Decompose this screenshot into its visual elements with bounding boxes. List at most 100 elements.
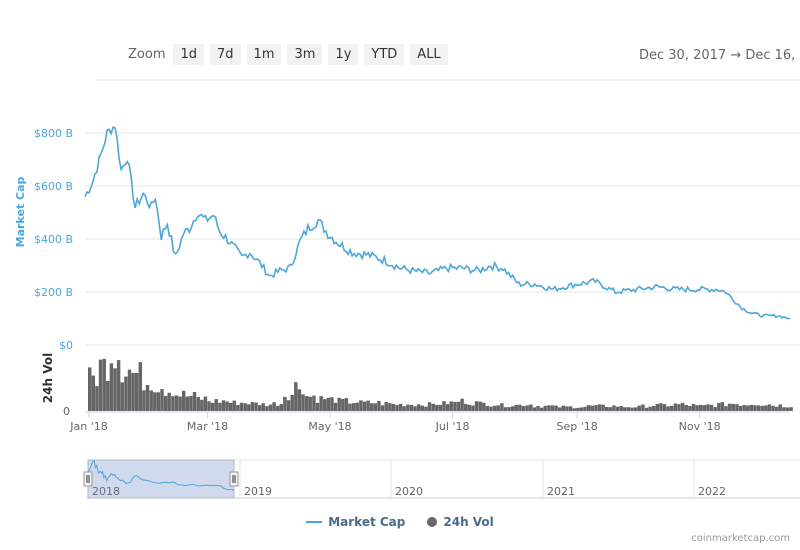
volume-bar [435,404,439,411]
volume-bar [561,405,566,411]
zoom-ytd-button[interactable]: YTD [364,44,405,65]
volume-bar [507,407,511,411]
volume-bar [449,401,453,411]
x-tick-label: Jul '18 [435,420,470,433]
volume-bar [605,407,609,411]
volume-bar [456,401,461,411]
volume-bar [724,406,728,411]
volume-bar [359,400,363,411]
volume-bar [330,397,334,411]
volume-bar [366,400,370,411]
volume-bar [641,404,645,411]
volume-bar [243,403,247,411]
volume-bar [460,398,464,411]
volume-bar [160,389,164,411]
y-tick-label: $0 [59,339,73,352]
volume-bar [380,405,385,411]
navigator-year-label: 2020 [395,485,423,498]
zoom-1d-button[interactable]: 1d [173,44,205,65]
volume-bar [489,406,493,411]
volume-bar [670,405,674,411]
volume-bar [594,405,598,411]
x-tick-label: Mar '18 [187,420,228,433]
navigator[interactable]: 2018 2019 2020 2021 2022 [83,459,800,499]
volume-bar [492,405,497,411]
volume-bar [88,367,92,411]
volume-bar [532,407,537,411]
grid-lines [85,79,800,346]
volume-bar [279,404,284,411]
zoom-toolbar: Zoom 1d 7d 1m 3m 1y YTD ALL [128,44,448,65]
volume-bar [518,404,522,411]
volume-bar [464,403,468,411]
volume-bar [276,405,280,411]
legend-item-volume[interactable]: 24h Vol [427,515,494,529]
volume-bar [673,403,678,411]
navigator-right-handle[interactable] [229,471,239,487]
volume-bar [174,395,179,411]
volume-bar [254,402,258,411]
volume-bar [445,404,450,411]
volume-bar [192,392,197,411]
volume-bar [565,406,569,411]
volume-bar [521,406,526,411]
volume-bar [652,406,656,411]
volume-bar [485,406,490,411]
volume-bar [612,405,616,411]
volume-bar [767,404,772,411]
volume-bar [503,407,508,411]
volume-bar [265,406,269,411]
navigator-year-label: 2018 [92,485,120,498]
credits[interactable]: coinmarketcap.com [691,533,790,544]
volume-bar [239,402,244,411]
volume-bar [431,403,435,411]
volume-bar [550,405,555,411]
legend-item-market-cap[interactable]: Market Cap [306,515,405,529]
navigator-left-handle[interactable] [83,471,93,487]
volume-bar [467,404,472,411]
volume-bar [424,406,428,411]
volume-bar [659,403,663,411]
volume-bar [626,407,631,411]
volume-bar [746,405,750,411]
volume-bar [500,403,504,411]
volume-bar [554,405,558,411]
volume-bar [789,407,793,411]
volume-bar [388,403,392,411]
volume-bar [102,358,106,411]
dot-icon [427,517,438,527]
volume-bar [185,396,190,411]
zoom-3m-button[interactable]: 3m [287,44,323,65]
volume-bar [261,403,265,411]
navigator-series-line [87,459,235,491]
volume-bar [417,404,421,411]
volume-bar [341,399,345,411]
volume-bar [413,406,417,411]
navigator-selection[interactable] [87,459,235,499]
zoom-1y-button[interactable]: 1y [328,44,359,65]
volume-bar [597,404,602,411]
volume-bar [409,404,414,411]
volume-bar [286,400,291,411]
navigator-year-label: 2019 [244,485,272,498]
y-axis-ticks: $0 $200 B $400 B $600 B $800 B [34,127,73,352]
x-tick-label: Nov '18 [679,420,721,433]
volume-bar [496,405,500,411]
volume-bar [713,407,717,411]
volume-bar [225,401,229,411]
volume-bar [106,380,110,411]
volume-bar [398,403,403,411]
zoom-1m-button[interactable]: 1m [246,44,282,65]
zoom-all-button[interactable]: ALL [410,44,448,65]
volume-bar [178,396,182,411]
volume-bar [120,382,124,411]
volume-bar [738,406,743,411]
volume-bar [579,407,584,411]
date-range[interactable]: Dec 30, 2017 → Dec 16, 2 [639,48,800,63]
zoom-7d-button[interactable]: 7d [210,44,241,65]
volume-bar [142,390,146,411]
volume-bar [539,407,544,411]
volume-bar [601,404,605,411]
volume-bar [608,407,613,411]
